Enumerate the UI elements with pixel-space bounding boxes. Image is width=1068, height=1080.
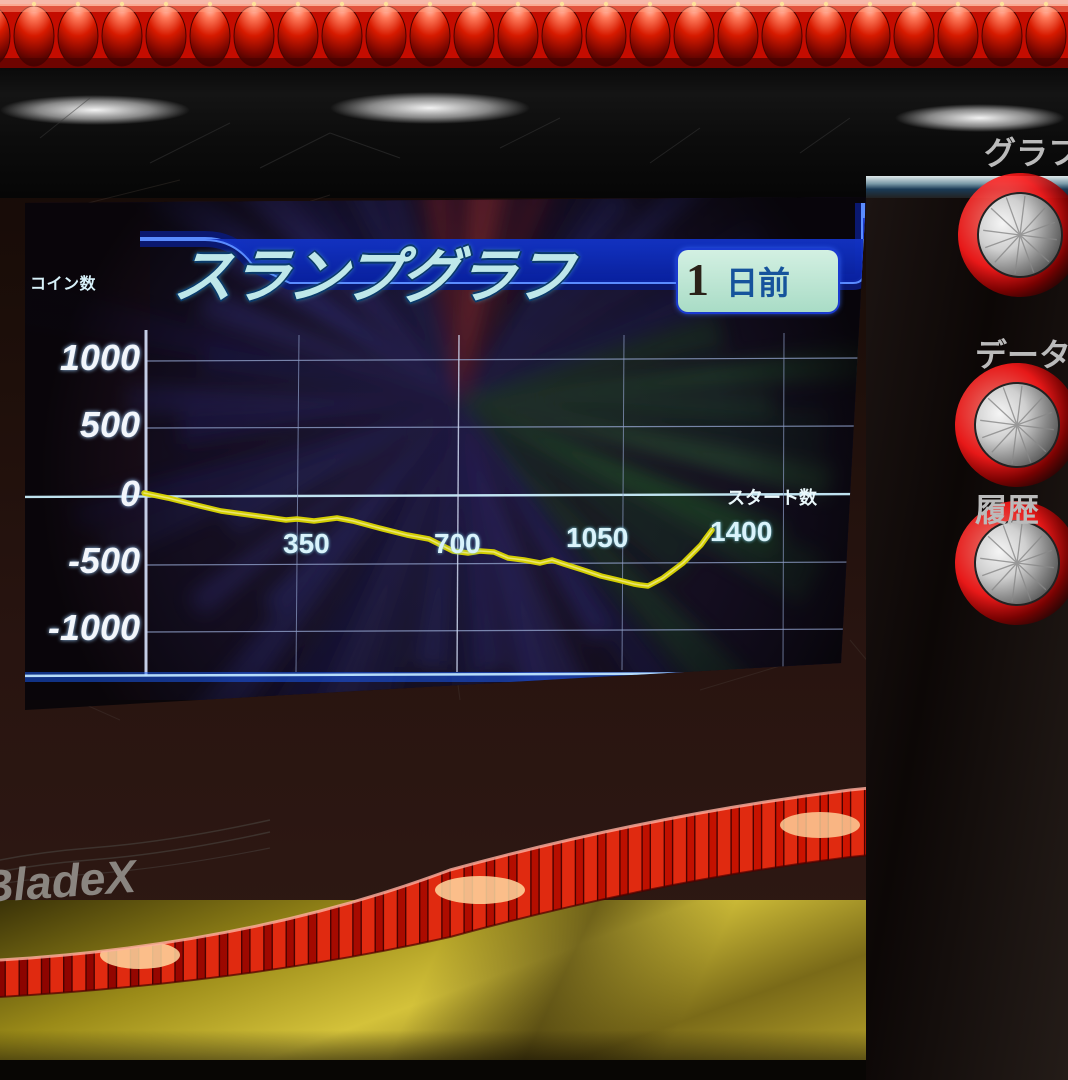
svg-text:BladeX: BladeX: [0, 850, 140, 913]
